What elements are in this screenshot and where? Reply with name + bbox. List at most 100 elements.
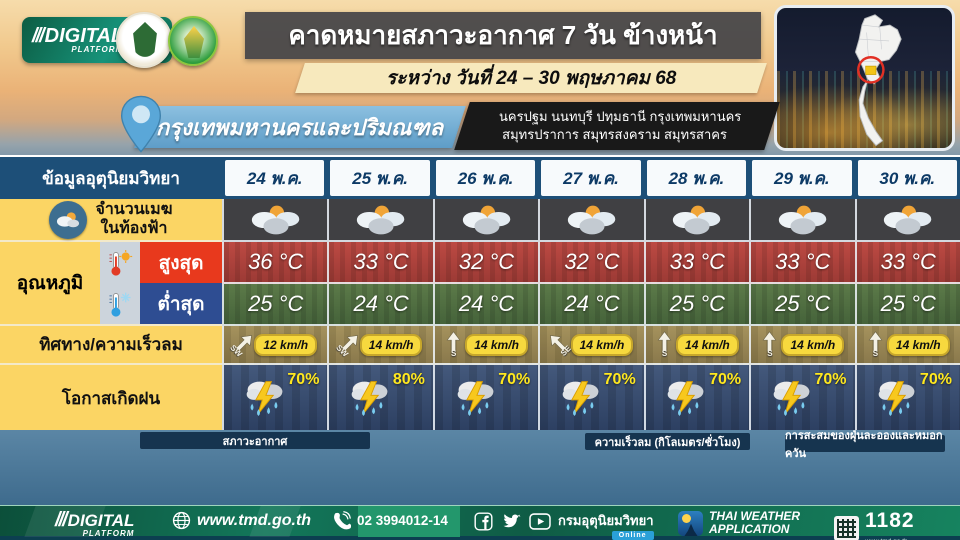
date-header: 26 พ.ค. xyxy=(433,157,538,199)
rain-row-label: โอกาสเกิดฝน xyxy=(0,365,222,432)
wind-speed-legend-title: ความเร็วลม (กิโลเมตร/ชั่วโมง) xyxy=(585,433,750,450)
date-range-band: ระหว่าง วันที่ 24 – 30 พฤษภาคม 68 xyxy=(295,63,767,93)
wind-row-label: ทิศทาง/ความเร็วลม xyxy=(0,326,222,365)
wind-arrow-icon: SW xyxy=(227,329,258,360)
max-temp-cell: 32 °C xyxy=(538,242,644,284)
province-list-pill: นครปฐม นนทบุรี ปทุมธานี กรุงเทพมหานคร สม… xyxy=(454,102,780,150)
twitter-icon[interactable] xyxy=(500,513,522,531)
thunderstorm-icon xyxy=(454,376,498,422)
min-temp-cell: 25 °C xyxy=(854,284,960,326)
date-header: 28 พ.ค. xyxy=(644,157,749,199)
legend-strip: สภาวะอากาศ ไม่มีเมฆ มีเมฆน้อย มีเมฆบางส่… xyxy=(0,430,960,505)
partly-cloudy-icon xyxy=(460,203,514,237)
footer-bar: ///DIGITAL PLATFORM www.tmd.go.th 02 399… xyxy=(0,505,960,540)
wind-cell: S 14 km/h xyxy=(643,326,750,365)
thunderstorm-icon xyxy=(559,376,603,422)
phone-panel xyxy=(358,506,460,537)
min-temp-tag: ต่ำสุด xyxy=(140,283,222,324)
min-temp-cell: 24 °C xyxy=(432,284,539,326)
rain-cell: 80% xyxy=(327,365,433,432)
min-temp-cell: 25 °C xyxy=(222,284,328,326)
brand-name: DIGITAL xyxy=(44,25,124,47)
wind-arrow-icon: S xyxy=(867,331,884,358)
phone-icon xyxy=(332,511,351,530)
footer-digital-platform-logo: ///DIGITAL PLATFORM xyxy=(55,509,135,538)
cloud-row-label: จำนวนเมฆ ในท้องฟ้า xyxy=(0,199,222,242)
cloud-sun-circle-icon xyxy=(49,200,88,239)
temperature-label-cell: อุณหภูมิ สูงสุด ต่ำสุด xyxy=(0,242,222,326)
wind-speed-badge: 14 km/h xyxy=(781,333,845,356)
min-temp-cell: 25 °C xyxy=(749,284,855,326)
logo-bars-icon: /// xyxy=(32,25,45,47)
region-name-pill: กรุงเทพมหานครและปริมณฑล xyxy=(134,106,466,148)
thailand-map-icon xyxy=(821,12,916,151)
partly-cloudy-icon xyxy=(354,203,408,237)
province-line-1: นครปฐม นนทบุรี ปทุมธานี กรุงเทพมหานคร xyxy=(498,109,741,125)
table-header-row: ข้อมูลอุตุนิยมวิทยา 24 พ.ค. 25 พ.ค. 26 พ… xyxy=(0,157,960,199)
cloud-cell xyxy=(222,199,328,242)
location-pin-icon xyxy=(118,95,164,153)
min-temp-cell: 25 °C xyxy=(643,284,750,326)
wind-speed-badge: 14 km/h xyxy=(465,333,528,356)
min-temp-cell: 24 °C xyxy=(538,284,644,326)
wind-arrow-icon: S xyxy=(445,331,462,358)
cloud-cell xyxy=(432,199,539,242)
thunderstorm-icon xyxy=(875,376,919,422)
date-header: 24 พ.ค. xyxy=(222,157,327,199)
date-range: ระหว่าง วันที่ 24 – 30 พฤษภาคม 68 xyxy=(385,68,677,89)
cloud-cell xyxy=(854,199,960,242)
thunderstorm-icon xyxy=(348,376,392,422)
thai-weather-app-badge[interactable]: THAI WEATHER APPLICATION xyxy=(678,509,800,536)
facebook-icon[interactable] xyxy=(474,512,493,531)
rain-cell: 70% xyxy=(643,365,750,432)
thailand-map-card xyxy=(774,5,955,151)
date-header: 25 พ.ค. xyxy=(327,157,432,199)
online-badge[interactable]: Online xyxy=(611,531,654,540)
partly-cloudy-icon xyxy=(249,203,303,237)
qr-code[interactable] xyxy=(834,516,859,540)
tmd-seal-logo xyxy=(116,12,172,68)
cloud-cell xyxy=(538,199,644,242)
thermometer-hot-icon xyxy=(100,242,140,283)
rain-cell: 70% xyxy=(538,365,644,432)
cloud-row: จำนวนเมฆ ในท้องฟ้า xyxy=(0,199,960,242)
date-header: 30 พ.ค. xyxy=(855,157,960,199)
wind-cell: SW 14 km/h xyxy=(327,326,433,365)
wind-speed-badge: 14 km/h xyxy=(570,333,634,356)
wind-speed-badge: 14 km/h xyxy=(886,333,950,356)
youtube-icon[interactable] xyxy=(529,513,551,530)
wind-arrow-icon: SW xyxy=(333,329,364,360)
ministry-seal-logo xyxy=(168,16,218,66)
partly-cloudy-icon xyxy=(670,203,724,237)
wind-row: ทิศทาง/ความเร็วลม SW 12 km/h SW 14 km/h … xyxy=(0,326,960,365)
partly-cloudy-icon xyxy=(565,203,619,237)
min-temp-cell: 24 °C xyxy=(327,284,433,326)
temperature-label: อุณหภูมิ xyxy=(16,273,84,294)
thermometer-cold-icon xyxy=(100,283,140,324)
thunderstorm-icon xyxy=(243,376,287,422)
phone-number[interactable]: 02 3994012-14 xyxy=(357,513,448,528)
cloud-cell xyxy=(643,199,750,242)
max-temp-cell: 33 °C xyxy=(327,242,433,284)
date-header: 27 พ.ค. xyxy=(538,157,643,199)
weather-app-icon xyxy=(678,510,703,536)
wind-speed-badge: 14 km/h xyxy=(359,333,423,356)
hotline: 1182 www.tmd.go.th xyxy=(865,509,915,540)
region-name: กรุงเทพมหานครและปริมณฑล xyxy=(156,114,444,140)
rain-cell: 70% xyxy=(432,365,539,432)
website-link[interactable]: www.tmd.go.th xyxy=(197,511,312,529)
max-temp-cell: 32 °C xyxy=(432,242,539,284)
rain-cell: 70% xyxy=(749,365,855,432)
cloud-cell xyxy=(327,199,433,242)
forecast-table: ข้อมูลอุตุนิยมวิทยา 24 พ.ค. 25 พ.ค. 26 พ… xyxy=(0,155,960,432)
rain-cell: 70% xyxy=(222,365,328,432)
wind-cell: S 14 km/h xyxy=(854,326,960,365)
wind-cell: SW 12 km/h xyxy=(222,326,328,365)
max-temp-row: 36 °C 33 °C 32 °C 32 °C 33 °C 33 °C 33 °… xyxy=(222,242,960,284)
max-temp-cell: 33 °C xyxy=(643,242,750,284)
temperature-rows: อุณหภูมิ สูงสุด ต่ำสุด 36 °C 33 °C xyxy=(0,242,960,326)
min-temp-row: 25 °C 24 °C 24 °C 24 °C 25 °C 25 °C 25 °… xyxy=(222,284,960,326)
partly-cloudy-icon xyxy=(881,203,935,237)
weather-legend-title: สภาวะอากาศ xyxy=(140,432,370,449)
